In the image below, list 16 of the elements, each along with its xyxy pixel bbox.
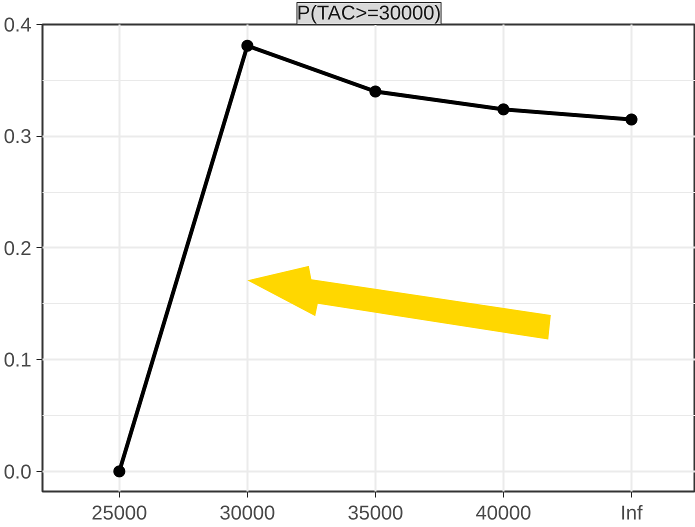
x-tick-label: Inf bbox=[620, 502, 644, 524]
point bbox=[369, 86, 382, 98]
x-tick-label: 25000 bbox=[92, 502, 148, 524]
x-tick-label: 30000 bbox=[220, 502, 276, 524]
y-tick-label: 0.2 bbox=[4, 238, 32, 260]
point bbox=[241, 40, 254, 52]
y-tick-label: 0.3 bbox=[4, 126, 32, 148]
chart-title: P(TAC>=30000) bbox=[296, 2, 442, 24]
x-tick-label: 35000 bbox=[348, 502, 404, 524]
point bbox=[497, 103, 510, 116]
y-tick-label: 0.1 bbox=[4, 350, 32, 372]
x-tick-label: 40000 bbox=[476, 502, 532, 524]
y-tick-label: 0.0 bbox=[4, 461, 32, 484]
y-tick-label: 0.4 bbox=[4, 14, 32, 36]
point bbox=[113, 465, 126, 478]
point bbox=[625, 113, 638, 126]
